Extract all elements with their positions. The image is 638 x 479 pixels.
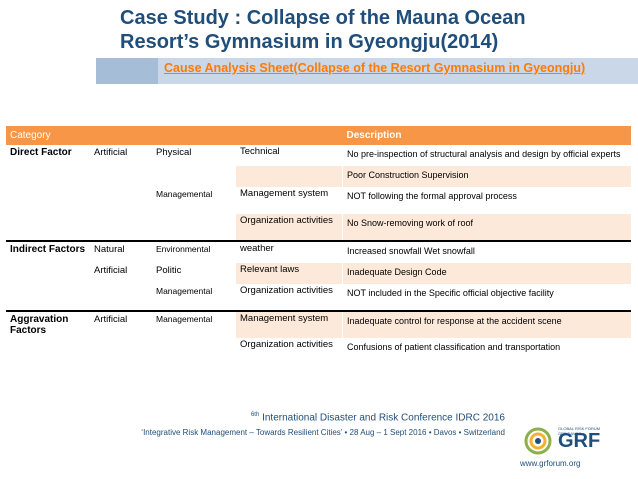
category-cell: Environmental [152, 240, 236, 263]
category-cell: Politic [156, 265, 182, 276]
category-cell [90, 284, 152, 311]
category-cell: Direct Factor [10, 147, 72, 158]
table-row: Aggravation Factors Artificial Managementa… [6, 310, 631, 338]
category-cell: Management system [236, 187, 343, 214]
table-row: Organization activities No Snow-removing … [6, 214, 631, 241]
subtitle-band [96, 58, 638, 84]
category-cell: Organization activities [236, 284, 343, 311]
table-row: Managemental Organization activities NOT i… [6, 284, 631, 311]
category-cell: Management system [236, 310, 343, 338]
category-cell [236, 166, 343, 187]
category-cell: weather [236, 240, 343, 263]
category-cell [6, 284, 90, 311]
category-cell [90, 214, 152, 241]
category-cell: Managemental [152, 310, 236, 338]
description-cell: NOT following the formal approval proces… [342, 187, 631, 214]
title-line-1: Case Study : Collapse of the Mauna Ocean [120, 7, 526, 29]
footer-tagline: ‘Integrative Risk Management – Towards R… [141, 428, 505, 437]
table-row: Managemental Management system NOT followi… [6, 187, 631, 214]
footer-sup: 6th [250, 412, 260, 418]
category-cell [152, 338, 236, 365]
category-cell: Organization activities [236, 338, 343, 365]
footer-url[interactable]: www.grforum.org [520, 459, 581, 468]
page-title: Case Study : Collapse of the Mauna Ocean… [120, 6, 526, 54]
category-cell [90, 166, 152, 187]
table-header-row: Category Description [6, 126, 631, 145]
footer-conference: 6th International Disaster and Risk Conf… [0, 412, 505, 423]
category-cell: Managemental [156, 286, 213, 296]
table-row: Direct Factor Artificial Physical Technical… [6, 145, 631, 166]
category-cell: Organization activities [236, 214, 343, 241]
grf-logo-icon [521, 427, 555, 455]
category-cell [152, 214, 236, 241]
category-cell [6, 166, 90, 187]
category-cell: Relevant laws [236, 263, 343, 284]
description-cell: Confusions of patient classification and… [342, 338, 631, 365]
category-cell [6, 187, 90, 214]
category-cell: Indirect Factors [6, 240, 90, 263]
header-category: Category [6, 126, 343, 145]
category-cell [90, 187, 152, 214]
logo-small-text: GLOBAL RISK FORUM GRF DAVOS [558, 426, 601, 436]
category-cell: Physical [156, 147, 192, 158]
category-cell: Artificial [94, 265, 128, 276]
table-row: Indirect Factors Natural Environmental weat… [6, 240, 631, 263]
category-cell: Artificial [90, 310, 152, 338]
category-cell: Natural [90, 240, 152, 263]
subtitle-band-accent [96, 58, 158, 84]
header-description: Description [342, 126, 631, 145]
cause-analysis-table: Category Description Direct Factor Artifi… [6, 126, 631, 365]
description-cell: NOT included in the Specific official ob… [342, 284, 631, 311]
category-cell [6, 338, 90, 365]
table-row: Artificial Politic Relevant laws Inadequate… [6, 263, 631, 284]
footer-conference-name: International Disaster and Risk Conferen… [262, 412, 505, 424]
category-cell: Managemental [156, 189, 213, 199]
category-cell [152, 166, 236, 187]
category-cell [90, 338, 152, 365]
category-cell [6, 263, 90, 284]
category-cell: Technical [236, 145, 343, 166]
table-row: Poor Construction Supervision [6, 166, 631, 187]
category-cell: Aggravation Factors [6, 310, 90, 338]
description-cell: Inadequate control for response at the a… [342, 310, 631, 338]
logo-name: GRF [558, 430, 601, 452]
description-cell: Inadequate Design Code [342, 263, 631, 284]
description-cell: Increased snowfall Wet snowfall [342, 240, 631, 263]
description-cell: No Snow-removing work of roof [342, 214, 631, 241]
subtitle: Cause Analysis Sheet(Collapse of the Res… [164, 61, 586, 75]
title-line-2: Resort’s Gymnasium in Gyeongju(2014) [120, 31, 499, 53]
description-cell: No pre-inspection of structural analysis… [342, 145, 631, 166]
category-cell [6, 214, 90, 241]
table-row: Organization activities Confusions of pat… [6, 338, 631, 365]
description-cell: Poor Construction Supervision [342, 166, 631, 187]
category-cell: Artificial [94, 147, 128, 158]
